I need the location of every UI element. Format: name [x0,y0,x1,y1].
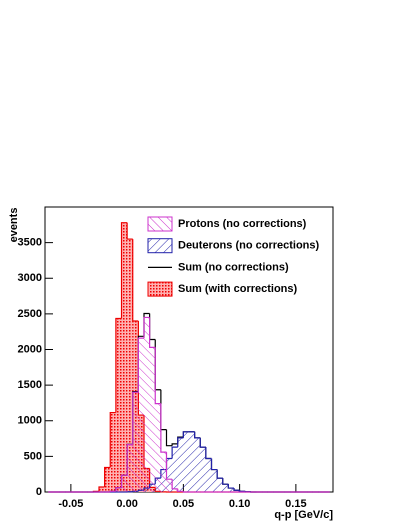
y-tick-label: 0 [36,486,42,498]
histogram-bin [228,488,234,492]
legend-label: Sum (with corrections) [178,283,298,295]
histogram-bin [160,452,167,492]
histogram-outline [222,478,229,485]
x-tick-label: 0.00 [116,498,137,510]
histogram-outline [210,458,218,471]
histogram-outline [149,317,156,348]
legend-label: Sum (no corrections) [178,261,289,273]
histogram-outline [216,469,223,479]
histogram-outline [182,431,189,438]
histogram-outline [182,491,189,493]
legend-swatch [147,238,173,254]
histogram-bin [166,458,173,492]
y-tick-label: 3000 [18,272,42,284]
histogram-bin [222,484,229,492]
y-axis-title: events [8,208,20,243]
histogram-outline [171,446,178,459]
histogram-outline [132,239,139,322]
histogram-outline [126,222,133,240]
histogram-outline [194,431,201,439]
histogram-bin [177,437,184,492]
histogram-outline [160,403,167,453]
histogram-outline [109,411,116,468]
histogram-bin [144,317,150,492]
histogram-outline [199,437,206,448]
y-tick-label: 500 [24,450,42,462]
histogram-bin [183,431,189,492]
histogram-bin [189,431,195,492]
histogram-outline [171,443,178,446]
histogram-bin [132,392,139,492]
histogram-outline [194,431,201,439]
histogram-bin [99,487,105,492]
legend-swatch [147,216,173,232]
histogram-bin [127,239,133,492]
histogram-bin [115,487,122,492]
histogram-bin [121,475,128,492]
histogram-bin [166,479,173,492]
histogram-outline [233,488,240,491]
histogram-bin [115,318,122,492]
histogram-outline [171,479,178,490]
x-tick-label: 0.05 [173,498,194,510]
legend-swatch [147,281,173,297]
histogram-outline [165,452,173,480]
histogram-outline [120,474,128,488]
histogram-outline [109,490,116,492]
y-tick-label: 3500 [18,237,42,249]
histogram-bin [121,222,128,493]
histogram-outline [165,429,173,447]
histogram-outline [227,484,234,489]
histogram-bin [172,488,178,492]
histogram-outline [177,488,184,492]
histogram-bin [155,403,161,492]
histogram-bin [200,447,206,492]
histogram-outline [222,478,229,485]
x-axis-title: q-p [GeV/c] [274,509,333,521]
histogram-bin [172,447,178,492]
histogram-bin [127,444,133,492]
histogram-outline [177,437,184,448]
y-tick-label: 1000 [18,415,42,427]
y-tick-label: 2000 [18,343,42,355]
histogram-outline [120,222,128,319]
histogram-outline [210,458,218,471]
histogram-bin [211,469,218,492]
y-tick-label: 2500 [18,308,42,320]
histogram-bin [138,338,144,492]
histogram-bin [110,412,116,492]
x-tick-label: -0.05 [58,498,83,510]
legend-label: Protons (no corrections) [178,218,307,230]
histogram-bin [217,478,223,492]
histogram-outline [104,466,111,488]
histogram-bin [104,467,111,492]
histogram-outline [132,391,139,445]
histogram-outline [126,444,133,476]
histogram-bin [149,347,156,492]
histogram-bin [205,458,212,492]
histogram-outline [199,437,206,448]
histogram-outline [160,389,167,431]
x-tick-label: 0.15 [285,498,306,510]
x-tick-label: 0.10 [229,498,250,510]
histogram-outline [137,337,144,393]
histogram-outline [205,447,212,460]
histogram-outline [115,317,122,413]
legend-label: Deuterons (no corrections) [178,240,320,252]
histogram-outline [154,347,161,405]
histogram-bin [194,437,201,492]
histogram-outline [115,487,122,492]
histogram-outline [205,447,212,460]
histogram-outline [149,313,156,341]
histogram-bin [234,490,240,492]
histogram-outline [216,469,223,479]
histogram-outline [143,316,150,339]
y-tick-label: 1500 [18,379,42,391]
histogram-outline [239,490,246,492]
histogram-outline [154,339,161,391]
histogram-outline [98,486,105,492]
